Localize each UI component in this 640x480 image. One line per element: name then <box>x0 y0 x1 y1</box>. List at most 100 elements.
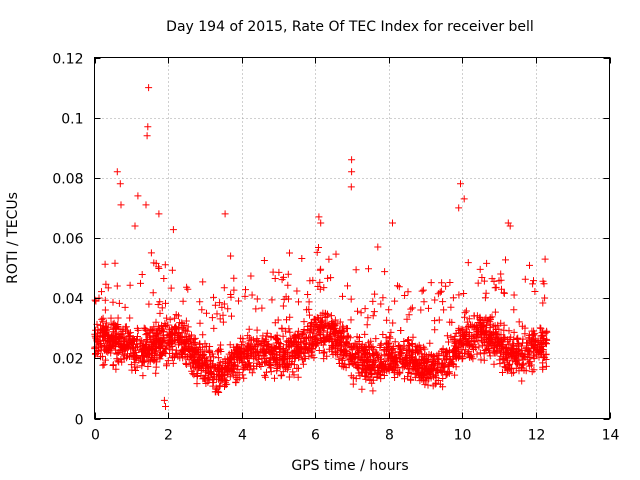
data-point <box>166 316 174 324</box>
data-point <box>146 356 154 364</box>
data-point <box>191 363 199 371</box>
data-point <box>502 344 510 352</box>
data-point <box>260 338 268 346</box>
data-point <box>138 342 146 350</box>
data-point <box>144 363 152 370</box>
data-point <box>515 318 523 326</box>
data-point <box>499 355 507 363</box>
data-point <box>506 360 514 368</box>
data-point <box>306 277 314 285</box>
data-point <box>315 244 322 251</box>
data-point <box>219 311 227 319</box>
data-point <box>323 332 331 340</box>
data-point <box>500 321 508 329</box>
data-point <box>347 295 355 303</box>
data-point <box>316 266 324 274</box>
data-point <box>231 358 239 366</box>
data-point <box>100 332 108 340</box>
data-point <box>168 337 176 345</box>
data-point <box>205 373 213 381</box>
data-point <box>139 356 147 364</box>
data-point <box>228 312 235 320</box>
data-point <box>303 334 310 342</box>
data-point-outlier <box>348 168 356 176</box>
data-point <box>179 297 187 305</box>
data-point <box>437 364 445 372</box>
data-point <box>152 318 160 326</box>
data-point <box>281 364 289 372</box>
data-point <box>239 335 247 343</box>
data-point <box>420 298 428 306</box>
data-point <box>344 282 351 290</box>
data-point <box>394 282 401 290</box>
data-point <box>431 326 439 334</box>
data-point <box>240 374 248 382</box>
data-point <box>101 260 109 268</box>
data-point <box>439 375 447 382</box>
data-point <box>190 335 198 343</box>
data-point <box>451 332 459 340</box>
data-point <box>370 346 378 354</box>
data-point <box>441 363 449 371</box>
data-point <box>429 382 437 390</box>
data-point <box>449 294 457 302</box>
data-point <box>285 373 293 381</box>
data-point <box>279 332 287 340</box>
data-point-outlier <box>113 168 121 176</box>
data-point <box>325 255 333 263</box>
data-point <box>187 337 194 345</box>
data-point <box>221 366 229 373</box>
data-point <box>415 371 423 379</box>
data-point <box>465 315 473 323</box>
data-point <box>541 294 549 302</box>
data-point <box>514 360 521 368</box>
data-point <box>412 346 420 354</box>
data-point <box>193 380 201 388</box>
data-point <box>334 336 342 344</box>
data-point <box>524 339 532 347</box>
data-point <box>335 341 343 349</box>
data-point <box>284 270 292 278</box>
data-point <box>271 275 279 282</box>
data-point <box>443 347 450 355</box>
data-point <box>446 356 454 364</box>
data-point <box>380 372 388 379</box>
data-point <box>376 341 384 349</box>
data-point <box>379 294 387 302</box>
data-point <box>377 375 385 383</box>
x-tick-label: 6 <box>311 428 320 444</box>
data-point <box>188 367 196 375</box>
data-point <box>391 338 399 346</box>
data-point <box>316 285 324 293</box>
data-point <box>128 340 136 348</box>
data-point <box>323 319 331 327</box>
data-point <box>518 342 526 350</box>
data-point <box>426 339 434 347</box>
data-point <box>271 319 279 327</box>
data-point <box>304 291 312 298</box>
data-point <box>369 297 377 305</box>
data-point <box>371 290 379 298</box>
data-point <box>223 355 231 363</box>
data-point <box>228 368 236 376</box>
data-point <box>501 334 509 342</box>
data-point <box>343 352 351 360</box>
data-point <box>292 334 300 342</box>
data-point <box>385 366 393 374</box>
data-point <box>464 259 472 267</box>
data-point <box>397 327 405 334</box>
data-point <box>385 306 393 314</box>
data-point <box>504 361 512 369</box>
data-point <box>134 326 142 334</box>
data-point <box>362 366 370 373</box>
data-point <box>471 338 479 346</box>
data-point <box>439 298 447 306</box>
data-point <box>377 300 385 308</box>
data-point <box>490 342 498 350</box>
data-point <box>153 358 161 366</box>
data-point <box>110 319 118 327</box>
data-point <box>352 266 360 274</box>
data-point <box>396 344 404 352</box>
data-point <box>407 375 414 383</box>
data-point <box>430 373 438 381</box>
